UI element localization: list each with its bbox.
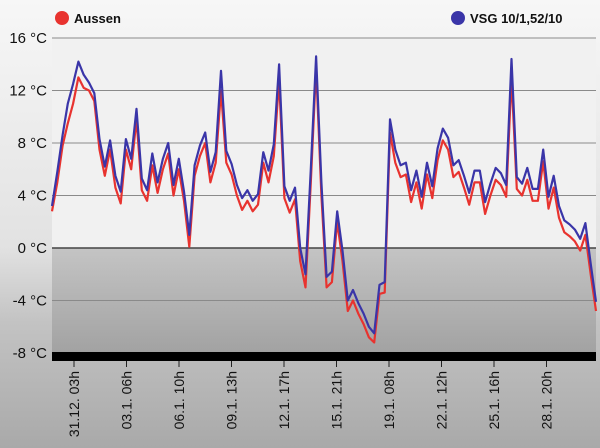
x-tick-label: 09.1. 13h — [224, 371, 240, 429]
x-tick-label: 22.1. 12h — [434, 371, 450, 429]
y-tick-label: -8 °C — [13, 345, 48, 362]
legend-marker — [451, 11, 465, 25]
y-tick-label: 0 °C — [18, 240, 48, 257]
x-axis-ticks: 31.12. 03h 03.1. 06h 06.1. 10h 09.1. 13h 12.… — [66, 361, 555, 437]
x-tick-label: 03.1. 06h — [119, 371, 135, 429]
x-tick-label: 12.1. 17h — [276, 371, 292, 429]
x-tick-label: 19.1. 08h — [381, 371, 397, 429]
y-tick-label: 4 °C — [18, 188, 48, 205]
legend: Aussen VSG 10/1,52/10 — [55, 11, 563, 26]
series-lines — [50, 55, 598, 344]
y-tick-label: 16 °C — [9, 30, 47, 47]
y-tick-label: 12 °C — [9, 83, 47, 100]
legend-label: Aussen — [74, 11, 121, 26]
x-tick-label: 31.12. 03h — [66, 371, 82, 437]
legend-marker — [55, 11, 69, 25]
x-tick-label: 06.1. 10h — [171, 371, 187, 429]
legend-label: VSG 10/1,52/10 — [470, 11, 563, 26]
x-tick-label: 15.1. 21h — [329, 371, 345, 429]
x-axis-bar — [52, 352, 596, 361]
grid — [52, 37, 596, 301]
x-tick-label: 28.1. 20h — [539, 371, 555, 429]
y-tick-label: 8 °C — [18, 135, 48, 152]
y-tick-label: -4 °C — [13, 293, 48, 310]
x-tick-label: 25.1. 16h — [486, 371, 502, 429]
y-axis-ticks: -8 °C -4 °C 0 °C 4 °C 8 °C 12 °C 16 °C — [9, 30, 47, 362]
series-line — [50, 55, 598, 335]
